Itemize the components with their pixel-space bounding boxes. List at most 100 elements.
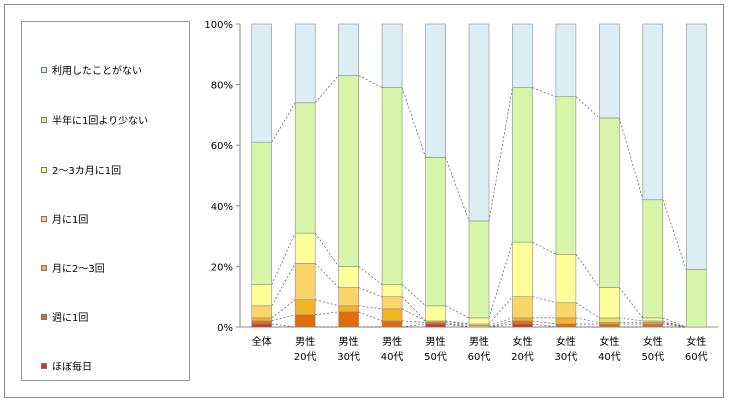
- category-label-line1: 男性: [426, 335, 446, 348]
- connector-line: [532, 241, 557, 255]
- connector-line: [662, 199, 687, 270]
- bar-segment: [555, 23, 577, 98]
- category-label-line1: 女性: [556, 335, 576, 348]
- bar-segment: [555, 96, 577, 255]
- category-label-line2: 20代: [294, 351, 317, 363]
- bar-segment: [294, 232, 316, 264]
- y-tick-label: 60%: [211, 141, 233, 152]
- connector-line: [401, 87, 426, 158]
- connector-line: [575, 317, 600, 323]
- legend-swatch-less-than-half-year: [41, 116, 47, 123]
- category-label-line2: 40代: [598, 351, 621, 363]
- category-label-line2: 30代: [337, 351, 360, 363]
- legend-swatch-almost-daily: [41, 362, 47, 369]
- legend-swatch-never-used: [41, 66, 47, 73]
- bar-segment: [251, 284, 273, 307]
- bar-segment: [294, 23, 316, 104]
- connector-line: [662, 317, 687, 328]
- bar-segment: [381, 320, 403, 328]
- category-label-line2: 60代: [685, 351, 708, 363]
- connector-line: [488, 296, 513, 325]
- bar-segment: [512, 320, 533, 325]
- legend-item-weekly: 週に1回: [41, 309, 88, 324]
- connector-line: [532, 87, 557, 98]
- category-label-line1: 女性: [686, 335, 706, 348]
- legend-label-monthly: 月に1回: [52, 215, 89, 226]
- category-label-line1: 全体: [252, 335, 272, 348]
- legend-item-less-than-half-year: 半年に1回より少ない: [41, 112, 148, 127]
- category-label-line2: 60代: [468, 351, 491, 363]
- bar-segment: [251, 305, 273, 319]
- bar-segment: [468, 317, 490, 325]
- bar-segment: [512, 87, 533, 243]
- connector-line: [575, 254, 600, 288]
- connector-line: [401, 308, 426, 322]
- bar-segment: [294, 102, 316, 234]
- connector-line: [619, 317, 643, 322]
- bar-segment: [555, 323, 577, 328]
- y-tick-label: 0%: [217, 323, 233, 334]
- connector-line: [575, 96, 600, 119]
- bar-segment: [468, 220, 490, 319]
- bar-segment: [425, 23, 446, 158]
- bar-segment: [251, 320, 273, 325]
- connector-line: [445, 305, 470, 319]
- connector-line: [532, 296, 556, 304]
- bar-segment: [599, 287, 620, 319]
- connector-line: [488, 317, 513, 326]
- connector-line: [532, 320, 556, 325]
- bar-segment: [512, 23, 533, 88]
- bar-segment: [338, 75, 359, 267]
- legend-item-monthly: 月に1回: [41, 211, 88, 226]
- bar-segment: [338, 23, 359, 76]
- connector-line: [358, 75, 383, 88]
- bar-segment: [555, 317, 577, 325]
- legend-label-almost-daily: ほぼ毎日: [52, 362, 92, 373]
- connector-line: [314, 75, 339, 104]
- bar-segment: [599, 317, 620, 323]
- connector-line: [445, 157, 470, 222]
- connector-line: [358, 287, 383, 298]
- bar-segment: [512, 317, 533, 322]
- category-label-line1: 女性: [512, 335, 532, 348]
- y-tick-label: 20%: [211, 262, 233, 273]
- category-label-line2: 50代: [424, 351, 447, 363]
- category-label-line1: 男性: [382, 335, 402, 348]
- legend-swatch-2-3-per-month: [41, 264, 47, 271]
- bar-segment: [599, 117, 620, 288]
- bar-segment: [425, 157, 446, 307]
- connector-line: [619, 117, 644, 200]
- connector-line: [314, 232, 339, 267]
- bar-segment: [599, 323, 620, 328]
- connector-line: [402, 320, 426, 323]
- bar-segment: [381, 308, 403, 322]
- bar-segment: [381, 296, 403, 310]
- bar-segment: [251, 141, 273, 285]
- legend-swatch-monthly: [41, 215, 47, 222]
- connector-line: [488, 320, 513, 328]
- bar-segment: [512, 241, 533, 298]
- legend-swatch-weekly: [41, 313, 47, 320]
- legend-label-less-than-half-year: 半年に1回より少ない: [52, 116, 149, 127]
- y-tick-label: 40%: [211, 202, 233, 213]
- connector-line: [271, 263, 296, 306]
- legend-label-2-3-per-month: 月に2～3回: [52, 264, 105, 275]
- bar-segment: [381, 87, 403, 285]
- bar-segment: [425, 305, 446, 322]
- bar-segment: [425, 323, 446, 328]
- bar-segment: [251, 317, 273, 322]
- legend-item-never-used: 利用したことがない: [41, 62, 142, 77]
- connector-line: [315, 299, 339, 307]
- connector-line: [401, 284, 426, 307]
- category-label-line2: 50代: [641, 351, 664, 363]
- connector-line: [575, 302, 600, 319]
- bar-segment: [599, 23, 620, 119]
- legend-label-every-2-3-months: 2～3カ月に1回: [52, 166, 122, 177]
- bar-segment: [251, 323, 273, 328]
- bar-segment: [642, 199, 664, 319]
- bar-segment: [338, 311, 359, 328]
- bar-segment: [642, 23, 664, 201]
- connector-line: [271, 102, 296, 143]
- connector-line: [314, 263, 339, 288]
